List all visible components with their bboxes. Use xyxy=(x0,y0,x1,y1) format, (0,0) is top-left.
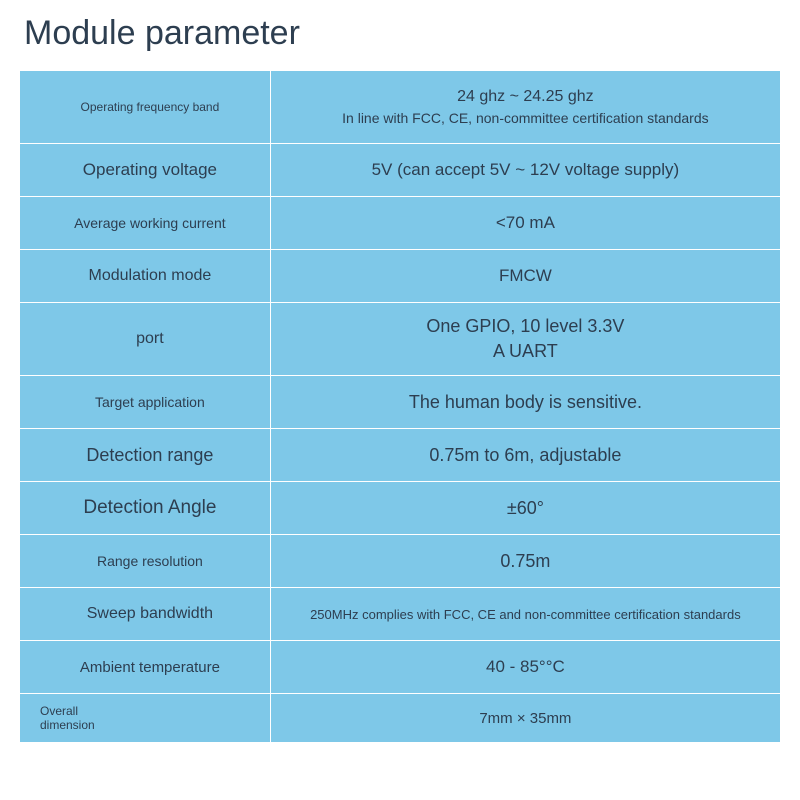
row-value-cell: 250MHz complies with FCC, CE and non-com… xyxy=(271,588,780,640)
row-value-secondary: A UART xyxy=(493,341,558,362)
table-row: port One GPIO, 10 level 3.3V A UART xyxy=(20,303,780,376)
row-value: 0.75m to 6m, adjustable xyxy=(429,445,621,466)
row-label: Average working current xyxy=(74,215,225,231)
row-label-cell: Overall dimension xyxy=(20,694,271,742)
table-row: Detection Angle ±60° xyxy=(20,482,780,535)
row-value-cell: FMCW xyxy=(271,250,780,302)
row-label-cell: Sweep bandwidth xyxy=(20,588,271,640)
row-label: Sweep bandwidth xyxy=(87,605,213,623)
table-row: Ambient temperature 40 - 85°°C xyxy=(20,641,780,694)
table-row: Operating frequency band 24 ghz ~ 24.25 … xyxy=(20,71,780,144)
row-value-cell: 24 ghz ~ 24.25 ghz In line with FCC, CE,… xyxy=(271,71,780,143)
row-label: Operating frequency band xyxy=(81,100,220,114)
row-value: ±60° xyxy=(507,498,544,519)
row-value: 24 ghz ~ 24.25 ghz xyxy=(457,88,594,106)
row-value-cell: ±60° xyxy=(271,482,780,534)
row-value-cell: 5V (can accept 5V ~ 12V voltage supply) xyxy=(271,144,780,196)
page: Module parameter Operating frequency ban… xyxy=(0,0,800,800)
row-label-cell: Modulation mode xyxy=(20,250,271,302)
row-label: Target application xyxy=(95,394,205,410)
row-label-cell: Detection Angle xyxy=(20,482,271,534)
row-value: 0.75m xyxy=(500,551,550,572)
table-row: Average working current <70 mA xyxy=(20,197,780,250)
row-label: Detection range xyxy=(86,445,213,466)
row-value: 5V (can accept 5V ~ 12V voltage supply) xyxy=(372,160,680,180)
row-label: Ambient temperature xyxy=(80,659,220,676)
row-value-secondary: In line with FCC, CE, non-committee cert… xyxy=(342,110,708,126)
row-value-cell: 40 - 85°°C xyxy=(271,641,780,693)
row-value: 40 - 85°°C xyxy=(486,657,565,677)
row-label-cell: Operating frequency band xyxy=(20,71,271,143)
table-row: Sweep bandwidth 250MHz complies with FCC… xyxy=(20,588,780,641)
row-label: Detection Angle xyxy=(83,497,216,519)
parameter-table: Operating frequency band 24 ghz ~ 24.25 … xyxy=(20,71,780,742)
table-row: Modulation mode FMCW xyxy=(20,250,780,303)
row-label-cell: Ambient temperature xyxy=(20,641,271,693)
table-row: Range resolution 0.75m xyxy=(20,535,780,588)
row-label: Range resolution xyxy=(97,553,203,569)
row-value-cell: One GPIO, 10 level 3.3V A UART xyxy=(271,303,780,375)
row-label-cell: Detection range xyxy=(20,429,271,481)
table-row: Overall dimension 7mm × 35mm xyxy=(20,694,780,742)
row-label: Modulation mode xyxy=(89,267,212,285)
row-label-cell: Operating voltage xyxy=(20,144,271,196)
row-label: Overall dimension xyxy=(40,704,95,732)
row-value: The human body is sensitive. xyxy=(409,392,642,413)
row-value: 250MHz complies with FCC, CE and non-com… xyxy=(310,607,741,622)
row-label-cell: port xyxy=(20,303,271,375)
row-value-cell: <70 mA xyxy=(271,197,780,249)
row-label: port xyxy=(136,330,164,348)
row-value: <70 mA xyxy=(496,213,555,233)
row-value-cell: 0.75m xyxy=(271,535,780,587)
row-value: 7mm × 35mm xyxy=(479,710,571,727)
row-label-cell: Average working current xyxy=(20,197,271,249)
row-label-cell: Range resolution xyxy=(20,535,271,587)
row-value: One GPIO, 10 level 3.3V xyxy=(426,316,624,337)
row-value-cell: The human body is sensitive. xyxy=(271,376,780,428)
page-title: Module parameter xyxy=(24,14,780,53)
row-value: FMCW xyxy=(499,266,552,286)
table-row: Detection range 0.75m to 6m, adjustable xyxy=(20,429,780,482)
row-value-cell: 7mm × 35mm xyxy=(271,694,780,742)
table-row: Target application The human body is sen… xyxy=(20,376,780,429)
row-value-cell: 0.75m to 6m, adjustable xyxy=(271,429,780,481)
row-label: Operating voltage xyxy=(83,160,217,180)
table-row: Operating voltage 5V (can accept 5V ~ 12… xyxy=(20,144,780,197)
row-label-cell: Target application xyxy=(20,376,271,428)
